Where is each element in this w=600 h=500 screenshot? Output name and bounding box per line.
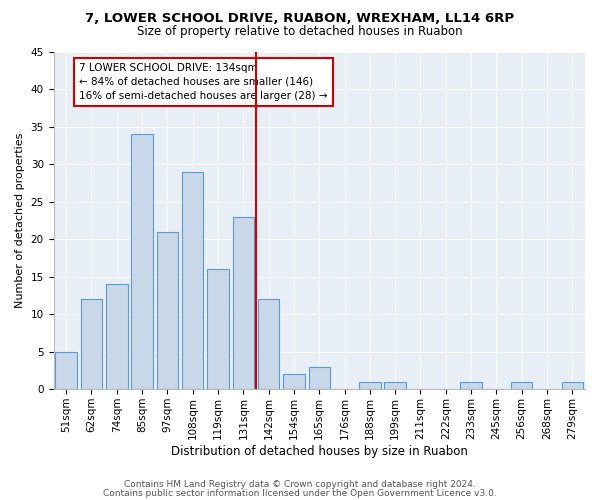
Bar: [511, 382, 532, 389]
Text: Contains public sector information licensed under the Open Government Licence v3: Contains public sector information licen…: [103, 488, 497, 498]
Text: 7, LOWER SCHOOL DRIVE, RUABON, WREXHAM, LL14 6RP: 7, LOWER SCHOOL DRIVE, RUABON, WREXHAM, …: [85, 12, 515, 26]
Bar: [385, 382, 406, 389]
X-axis label: Distribution of detached houses by size in Ruabon: Distribution of detached houses by size …: [171, 444, 468, 458]
Bar: [283, 374, 305, 389]
Bar: [131, 134, 153, 389]
Bar: [81, 299, 102, 389]
Bar: [182, 172, 203, 389]
Bar: [207, 269, 229, 389]
Bar: [562, 382, 583, 389]
Bar: [157, 232, 178, 389]
Bar: [233, 216, 254, 389]
Bar: [106, 284, 128, 389]
Bar: [258, 299, 280, 389]
Y-axis label: Number of detached properties: Number of detached properties: [15, 132, 25, 308]
Text: 7 LOWER SCHOOL DRIVE: 134sqm
← 84% of detached houses are smaller (146)
16% of s: 7 LOWER SCHOOL DRIVE: 134sqm ← 84% of de…: [79, 63, 328, 101]
Bar: [460, 382, 482, 389]
Bar: [55, 352, 77, 389]
Bar: [308, 366, 330, 389]
Bar: [359, 382, 380, 389]
Text: Contains HM Land Registry data © Crown copyright and database right 2024.: Contains HM Land Registry data © Crown c…: [124, 480, 476, 489]
Text: Size of property relative to detached houses in Ruabon: Size of property relative to detached ho…: [137, 25, 463, 38]
